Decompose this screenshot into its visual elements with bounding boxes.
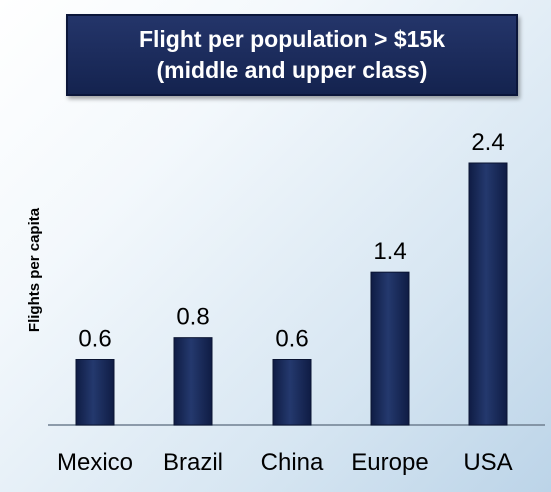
chart-title-box: Flight per population > $15k (middle and… (66, 14, 518, 96)
bar-brazil (173, 337, 213, 426)
value-label-europe: 1.4 (373, 238, 406, 265)
value-label-mexico: 0.6 (78, 326, 111, 353)
value-label-china: 0.6 (275, 326, 308, 353)
bar-mexico (75, 359, 115, 426)
bar-europe (370, 271, 410, 426)
category-label-brazil: Brazil (163, 449, 223, 476)
bar-usa (468, 162, 508, 426)
category-label-mexico: Mexico (57, 449, 133, 476)
bars-group: 0.6 Mexico 0.8 Brazil 0.6 China 1.4 Europe 2.4 US… (57, 129, 513, 476)
value-label-usa: 2.4 (471, 129, 504, 156)
category-label-china: China (261, 449, 324, 476)
value-label-brazil: 0.8 (176, 304, 209, 331)
chart-title: Flight per population > $15k (138, 26, 446, 52)
y-axis-label: Flights per capita (26, 207, 43, 332)
category-label-usa: USA (463, 449, 512, 476)
bar-china (272, 359, 312, 426)
chart-subtitle: (middle and upper class) (156, 57, 428, 83)
category-label-europe: Europe (351, 449, 428, 476)
